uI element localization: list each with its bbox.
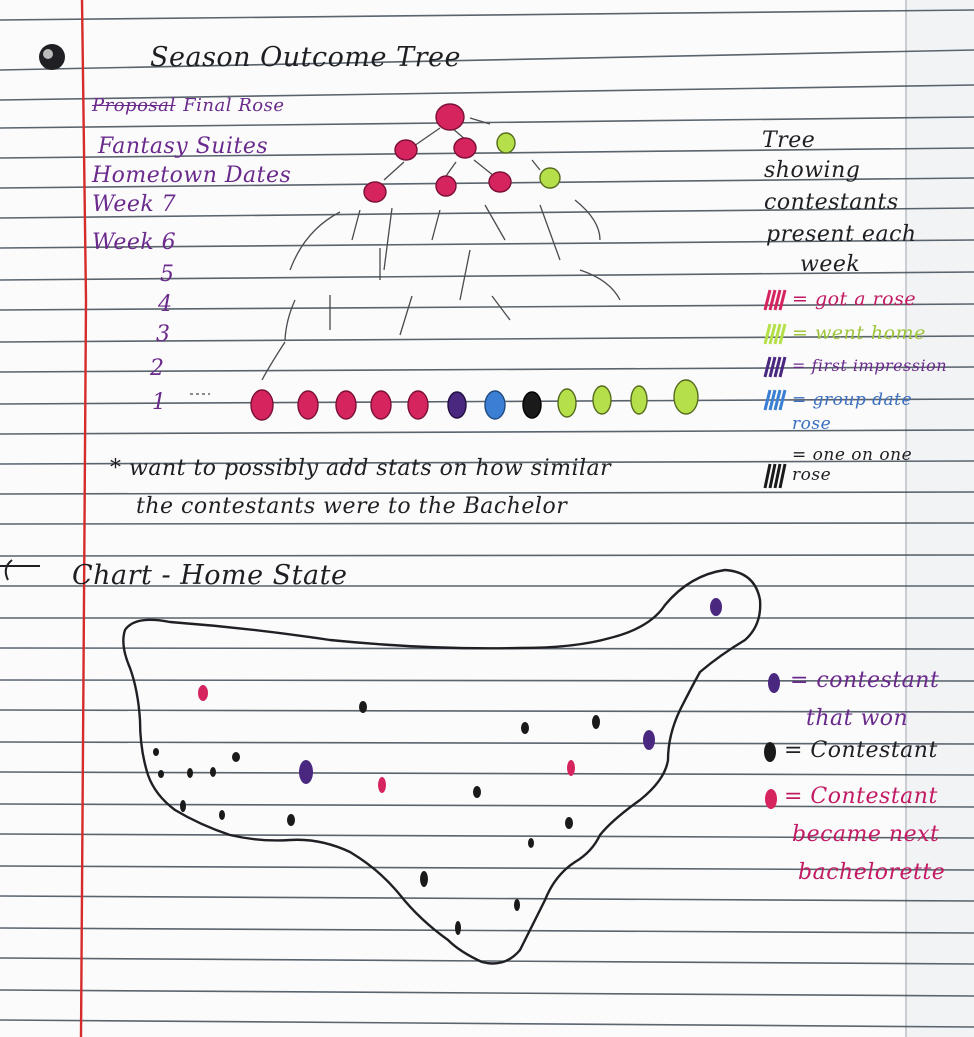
map-legend-dot-bachelorette xyxy=(765,789,777,809)
map-dot xyxy=(378,777,386,793)
map-legend-label-2: became next xyxy=(792,822,940,847)
legend-label-first-impression: = first impression xyxy=(792,356,948,375)
legend-label-one-on-one: = one on one rose xyxy=(792,445,913,485)
tree-bubble xyxy=(297,390,319,420)
side-note-line: Tree xyxy=(762,128,816,153)
week3-label: 3 xyxy=(156,322,171,347)
final-rose-label: Proposal Final Rose xyxy=(92,92,284,117)
map-dot xyxy=(158,770,164,778)
side-note-line: showing xyxy=(764,158,861,183)
tree-bubbles xyxy=(250,103,699,421)
tree-bubble xyxy=(447,391,467,419)
legend-swatch-got-rose xyxy=(763,289,787,311)
tree-bubble xyxy=(250,389,274,421)
map-dot xyxy=(567,760,575,776)
tree-bubble xyxy=(484,390,506,420)
map-dot xyxy=(219,810,225,820)
map-dot xyxy=(299,760,313,784)
map-dot xyxy=(153,748,159,756)
final-rose-crossed: Proposal xyxy=(92,95,176,116)
binder-edge xyxy=(905,0,974,1037)
side-note-line: present each xyxy=(766,222,917,247)
map-legend-label-2: that won xyxy=(806,706,909,731)
tree-bubble xyxy=(407,390,429,420)
map-legend-dots xyxy=(764,673,780,809)
legend-swatch-one-on-one xyxy=(763,463,787,489)
map-title: Chart - Home State xyxy=(72,560,348,591)
week2-label: 2 xyxy=(150,356,165,381)
map-dot xyxy=(187,768,193,778)
tree-title: Season Outcome Tree xyxy=(150,42,461,73)
punch-holes xyxy=(0,44,65,581)
map-dot xyxy=(287,814,295,826)
week1-label: 1 xyxy=(152,390,167,415)
side-note-line: contestants xyxy=(764,190,899,215)
map-dot xyxy=(521,722,529,734)
map-legend-dot-won xyxy=(768,673,780,693)
map-dot xyxy=(643,730,655,750)
map-dot xyxy=(232,752,240,762)
legend-swatch-went-home xyxy=(763,323,787,345)
legend-label-group-date: = group date rose xyxy=(792,390,913,434)
legend-swatch-group-date xyxy=(763,389,787,411)
margin-line xyxy=(79,0,88,1037)
footnote-line: the contestants were to the Bachelor xyxy=(136,494,568,519)
tree-bubble xyxy=(496,132,516,154)
map-dot xyxy=(180,800,186,812)
map-legend-label: = Contestant xyxy=(784,738,938,763)
legend-label-got-rose: = got a rose xyxy=(792,288,917,310)
final-rose-text: Final Rose xyxy=(183,95,285,116)
tree-bubble xyxy=(435,175,457,197)
tree-bubble xyxy=(335,390,357,420)
tree-bubble xyxy=(592,385,612,415)
map-dot xyxy=(198,685,208,701)
tree-bubble xyxy=(630,385,648,415)
week7-label: Week 7 xyxy=(92,192,177,217)
tree-bubble xyxy=(488,171,512,193)
tree-legend-swatches xyxy=(763,289,787,489)
map-dot xyxy=(455,921,461,935)
map-dot xyxy=(210,767,216,777)
map-dot xyxy=(710,598,722,616)
map-legend-dot-contestant xyxy=(764,742,776,762)
side-note-line: week xyxy=(800,252,861,277)
map-legend-label: = contestant xyxy=(790,668,940,693)
tree-bubble xyxy=(453,137,477,159)
fantasy-suites-label: Fantasy Suites xyxy=(98,134,269,159)
us-map-outline xyxy=(122,568,762,965)
week6-label: Week 6 xyxy=(92,230,177,255)
tree-bubble xyxy=(363,181,387,203)
map-legend-label: = Contestant xyxy=(784,784,938,809)
week4-label: 4 xyxy=(158,292,173,317)
tree-bubble xyxy=(394,139,418,161)
map-dot xyxy=(565,817,573,829)
tree-bubble xyxy=(557,388,577,418)
hometown-dates-label: Hometown Dates xyxy=(92,163,292,188)
tree-bubble xyxy=(370,390,392,420)
legend-swatch-first-impression xyxy=(763,356,787,378)
legend-label-went-home: = went home xyxy=(792,322,926,344)
tree-bubble xyxy=(539,167,561,189)
tree-bubble xyxy=(435,103,465,131)
tree-bubble xyxy=(522,391,542,419)
map-dot xyxy=(514,899,520,911)
map-legend-label-3: bachelorette xyxy=(798,860,946,885)
footnote-line: * want to possibly add stats on how simi… xyxy=(110,456,612,481)
tree-bubble xyxy=(673,379,699,415)
week5-label: 5 xyxy=(160,262,175,287)
map-dot xyxy=(528,838,534,848)
tree-connector-lines xyxy=(190,117,621,395)
map-dot xyxy=(420,871,428,887)
map-dot xyxy=(359,701,367,713)
map-dot xyxy=(473,786,481,798)
map-dot xyxy=(592,715,600,729)
map-dots xyxy=(153,598,722,935)
